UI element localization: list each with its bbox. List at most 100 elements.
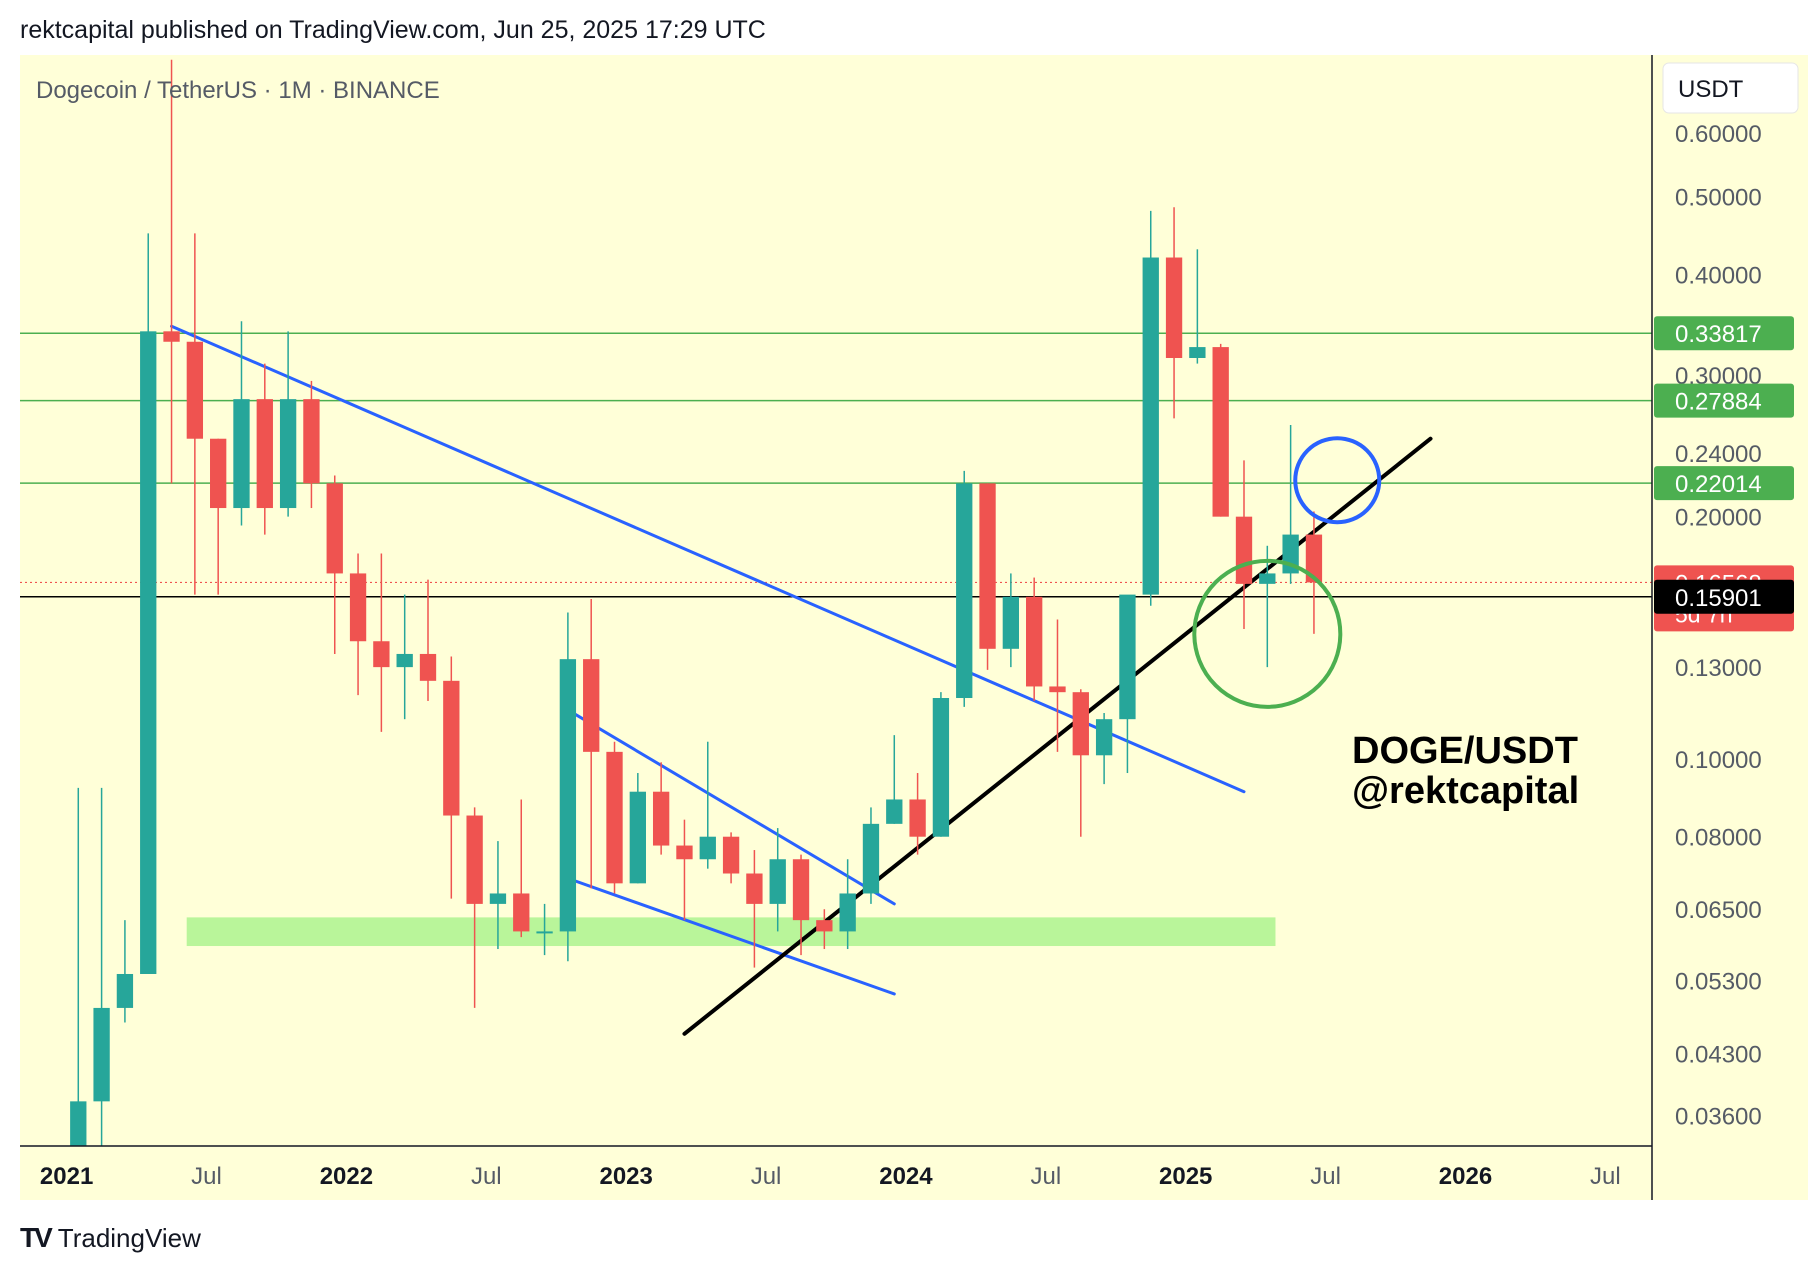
candle-2021-10[interactable] (279, 331, 297, 517)
currency-button[interactable]: USDT (1662, 62, 1799, 114)
candle-2024-04[interactable] (979, 483, 996, 670)
candle-2024-12[interactable] (1165, 207, 1183, 419)
y-tick-label: 0.60000 (1675, 121, 1762, 148)
candle-2023-11[interactable] (862, 807, 880, 904)
candle-2024-02[interactable] (932, 692, 950, 837)
y-tick-label: 0.06500 (1675, 897, 1762, 924)
candle-2024-11[interactable] (1142, 210, 1159, 606)
candle-body (606, 751, 623, 884)
candle-body (1002, 596, 1020, 649)
candle-2024-05[interactable] (1002, 573, 1020, 668)
candle-body (1189, 347, 1206, 359)
candle-2022-10[interactable] (559, 612, 577, 962)
crosshair-price-tag-bg (1654, 579, 1794, 614)
level-tag-1-value: 0.33817 (1675, 321, 1762, 348)
candle-2023-04[interactable] (699, 741, 716, 869)
candle-2024-06[interactable] (1026, 577, 1043, 701)
candle-body (513, 893, 530, 932)
footer-brand: TradingView (57, 1222, 201, 1253)
candle-2023-05[interactable] (722, 832, 740, 884)
candle-body (1142, 257, 1159, 595)
candle-2021-03[interactable] (116, 920, 134, 1023)
candle-2022-05[interactable] (443, 656, 460, 899)
annotation-pair: DOGE/USDT (1352, 730, 1578, 772)
candle-2021-08[interactable] (233, 321, 250, 526)
blue-circle[interactable] (1293, 436, 1382, 525)
candle-2022-08[interactable] (513, 799, 530, 938)
candle-2022-09[interactable] (536, 903, 553, 956)
candle-2023-02[interactable] (652, 762, 670, 855)
candle-2022-01[interactable] (349, 553, 367, 696)
candle-2023-12[interactable] (886, 735, 903, 824)
candle-2023-09[interactable] (816, 909, 833, 950)
candle-body (1119, 594, 1136, 720)
y-tick-label: 0.08000 (1675, 825, 1762, 852)
candle-2024-10[interactable] (1119, 594, 1136, 774)
candle-2025-04[interactable] (1259, 545, 1276, 668)
candle-body (116, 973, 134, 1008)
x-tick-label: Jul (471, 1163, 502, 1190)
candle-2022-04[interactable] (419, 579, 437, 701)
candle-2022-12[interactable] (606, 741, 623, 894)
candle-body (210, 438, 227, 509)
tradingview-logo-icon: TV (20, 1222, 53, 1253)
candle-2023-08[interactable] (792, 854, 810, 956)
level-tag-3-bg (1654, 466, 1794, 501)
candle-2023-07[interactable] (769, 828, 786, 932)
x-tick-label: Jul (1030, 1163, 1061, 1190)
green-circle[interactable] (1192, 558, 1343, 709)
candle-2023-10[interactable] (839, 859, 856, 950)
y-tick-label: 0.13000 (1675, 655, 1762, 682)
candle-2022-07[interactable] (489, 841, 507, 950)
candle-2024-01[interactable] (909, 773, 926, 855)
x-tick-label: 2021 (40, 1163, 93, 1190)
y-tick-label: 0.50000 (1675, 185, 1762, 212)
candle-2024-08[interactable] (1072, 689, 1089, 837)
candle-2021-06[interactable] (186, 233, 204, 595)
candle-2021-09[interactable] (256, 363, 273, 535)
candle-body (909, 799, 926, 837)
candle-2024-07[interactable] (1049, 619, 1066, 752)
y-tick-label: 0.40000 (1675, 263, 1762, 290)
candle-2022-06[interactable] (466, 807, 483, 1008)
candle-2023-06[interactable] (746, 850, 763, 968)
x-tick-label: Jul (751, 1163, 782, 1190)
candle-2021-07[interactable] (210, 438, 227, 595)
blue-wedge-lower-line[interactable] (566, 876, 896, 996)
candle-2021-12[interactable] (326, 475, 343, 654)
candle-body (303, 399, 320, 484)
x-tick-label: Jul (191, 1163, 222, 1190)
annotation-author: @rektcapital (1352, 770, 1579, 812)
candle-2023-01[interactable] (629, 773, 646, 884)
candle-2021-11[interactable] (303, 380, 320, 509)
candle-body (70, 1101, 87, 1146)
candle-body (1165, 257, 1183, 359)
candle-body (419, 653, 437, 681)
candle-body (1212, 347, 1229, 517)
candle-2022-11[interactable] (583, 598, 600, 889)
currency-label: USDT (1678, 76, 1744, 103)
candle-2025-02[interactable] (1212, 343, 1229, 517)
candle-body (652, 791, 670, 846)
candle-body (676, 845, 693, 860)
candle-body (1259, 573, 1276, 584)
candle-body (443, 680, 460, 816)
candle-2021-05[interactable] (163, 59, 180, 484)
candle-2022-02[interactable] (373, 553, 390, 732)
x-tick-label: Jul (1590, 1163, 1621, 1190)
y-tick-label: 0.04300 (1675, 1042, 1762, 1069)
candle-body (93, 1007, 110, 1102)
candle-2024-03[interactable] (956, 470, 973, 707)
candle-2021-01[interactable] (70, 787, 87, 1146)
candle-2025-01[interactable] (1189, 249, 1206, 364)
candle-2025-06[interactable] (1305, 511, 1323, 634)
time-scale-background (20, 1146, 1652, 1200)
candle-2023-03[interactable] (676, 819, 693, 921)
blue-downtrend-line[interactable] (170, 324, 1246, 794)
candle-2021-04[interactable] (140, 233, 157, 974)
candle-2024-09[interactable] (1095, 713, 1113, 785)
candle-2021-02[interactable] (93, 787, 110, 1146)
candle-2022-03[interactable] (396, 594, 413, 720)
blue-wedge-upper-line[interactable] (566, 708, 896, 906)
